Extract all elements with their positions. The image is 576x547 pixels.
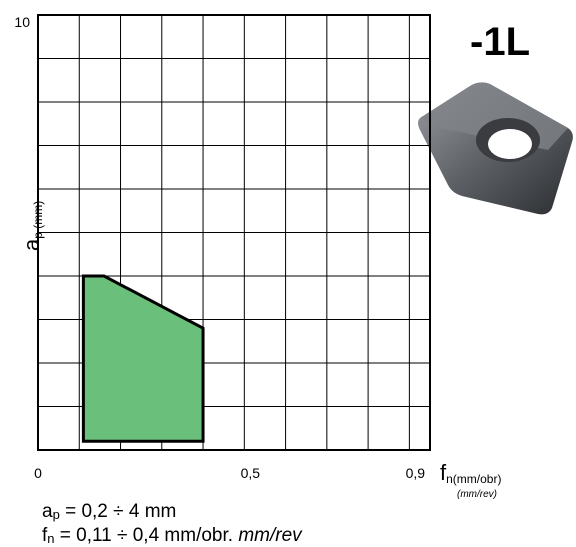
chart-title: -1L: [470, 20, 530, 64]
x-axis-label: fn(mm/obr): [440, 460, 501, 486]
x-tick-label: 0: [34, 465, 42, 481]
note-text: = 0,11 ÷ 0,4 mm/obr.: [55, 525, 239, 546]
x-tick-label: 0,5: [241, 465, 261, 481]
plot-frame: [37, 14, 431, 451]
note-sub: n: [47, 531, 54, 546]
x-axis-label-2: (mm/rev): [457, 489, 497, 500]
y-label-main: a: [19, 238, 44, 251]
note-text: = 0,2 ÷ 4 mm: [60, 501, 177, 522]
note: fn = 0,11 ÷ 0,4 mm/obr. mm/rev: [42, 525, 303, 546]
region: [81, 274, 205, 443]
note: ap = 0,2 ÷ 4 mm: [42, 501, 176, 522]
y-label-sub: p (mm): [31, 201, 45, 239]
note-main: a: [42, 501, 53, 522]
note-italic: mm/rev: [238, 525, 303, 546]
y-tick-label: 10: [14, 14, 30, 30]
y-axis-label: ap (mm): [19, 201, 45, 251]
note-main: f: [42, 525, 48, 546]
x-tick-label: 0,9: [406, 465, 426, 481]
x-label-main: f: [440, 460, 447, 485]
note-sub: p: [53, 507, 60, 522]
x-label-sub: n(mm/obr): [446, 472, 501, 486]
insert-image: [418, 82, 573, 215]
